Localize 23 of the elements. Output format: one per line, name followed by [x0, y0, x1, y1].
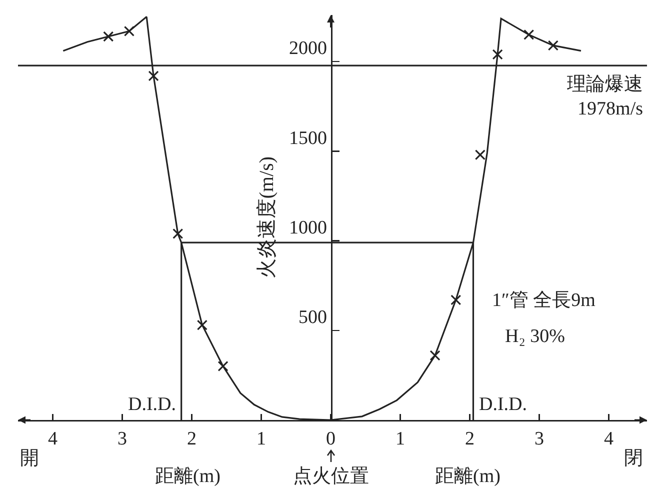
x-tick-label: 3: [118, 428, 127, 450]
text: 閉: [624, 448, 643, 469]
y-tick-label: 1000: [288, 217, 327, 238]
x-tick-label: 3: [534, 428, 544, 450]
y-tick-label: 1500: [288, 128, 327, 149]
ref-line-label: 理論爆速 1978m/s: [567, 74, 643, 120]
x-tick-label: 0: [326, 428, 336, 450]
x-tick-label: 4: [604, 428, 614, 450]
annotation: D.I.D.: [479, 394, 528, 415]
y-tick-label: 500: [298, 307, 327, 328]
text: 距離(m): [435, 466, 500, 487]
x-tick-label: 4: [48, 428, 58, 450]
annotation: D.I.D.: [128, 394, 176, 415]
x-tick-label: 1: [256, 428, 266, 450]
annotation: 点火位置: [293, 466, 369, 487]
annotation: 1″管 全長9m: [492, 290, 596, 311]
annotation: H₂ 30%: [505, 326, 566, 347]
y-tick-label: 2000: [288, 38, 327, 60]
x-tick-label: 1: [396, 428, 406, 450]
x-tick-label: 2: [187, 428, 197, 450]
x-axis-title: 距離(m): [155, 466, 220, 487]
text: 開: [20, 448, 39, 469]
x-tick-label: 2: [465, 428, 475, 450]
